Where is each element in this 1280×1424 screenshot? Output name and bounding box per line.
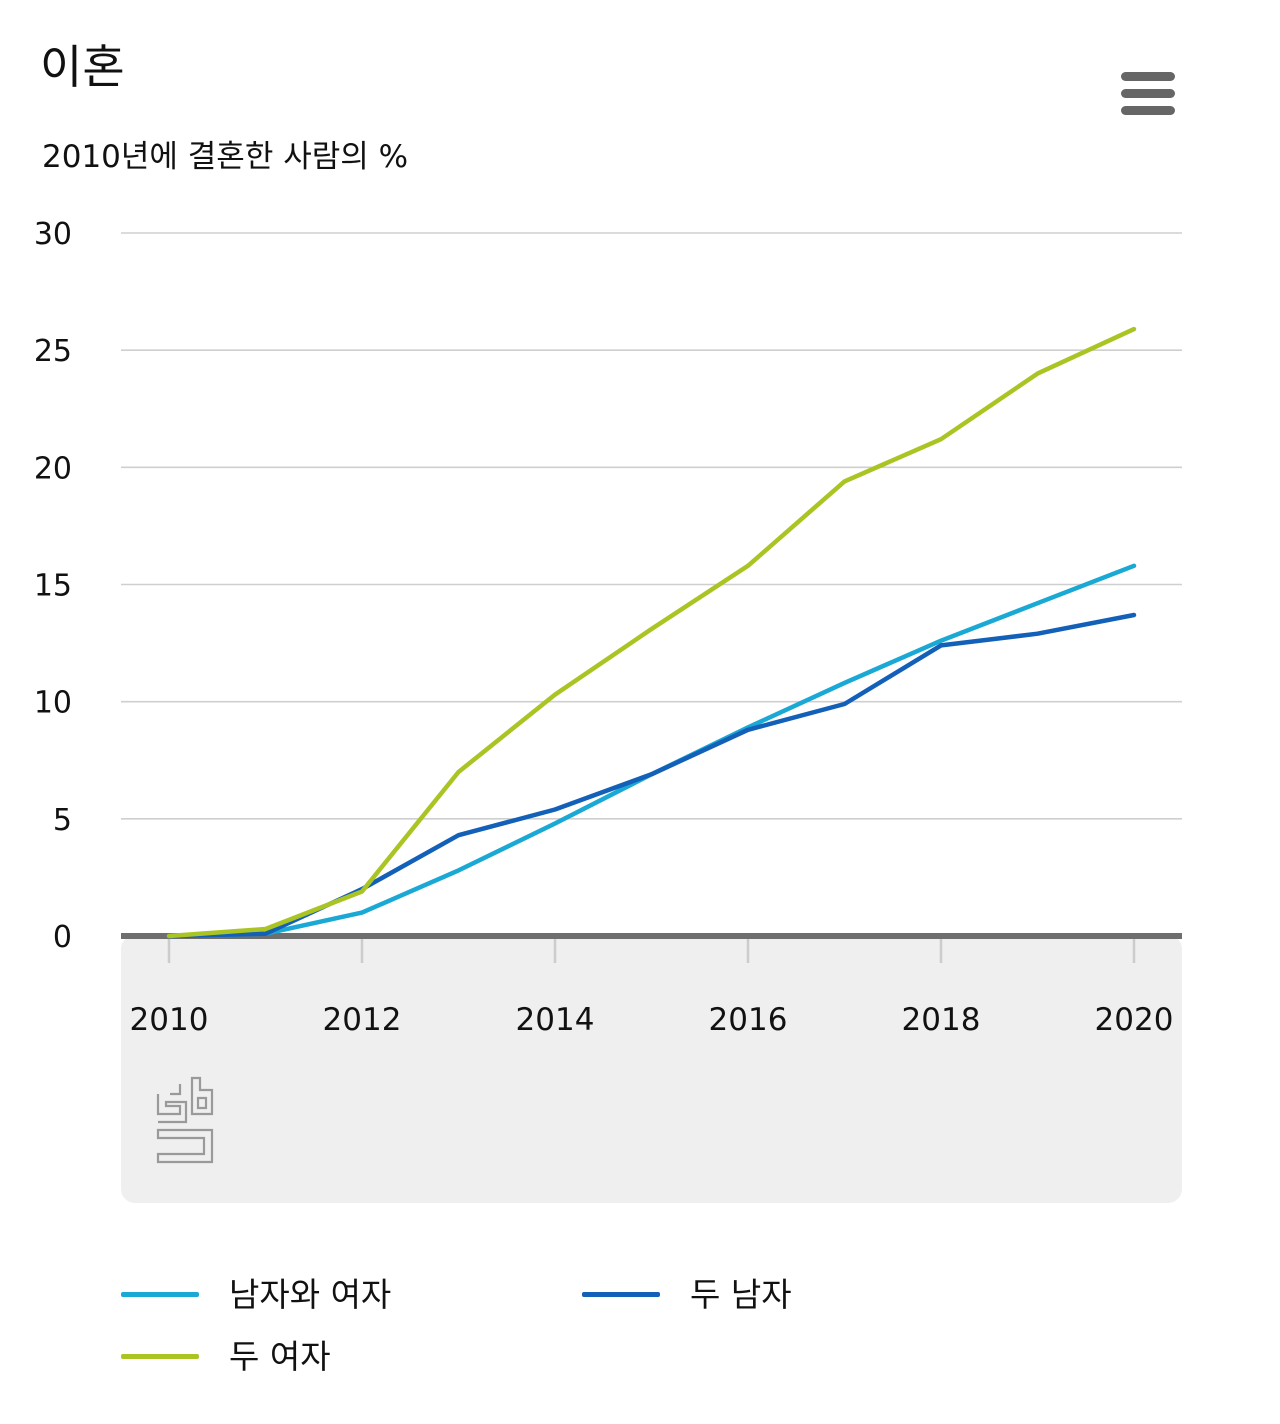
legend-label: 두 남자 [690,1274,792,1314]
y-tick-label: 0 [53,920,72,955]
legend-swatch [121,1353,199,1359]
series-line-0[interactable] [166,563,1137,939]
x-tick-label: 2010 [130,1002,209,1038]
x-tick-label: 2014 [516,1002,595,1038]
legend-label: 두 여자 [229,1336,331,1376]
chart-title: 이혼 [40,40,125,94]
y-tick-label: 30 [34,217,72,252]
chart-subtitle: 2010년에 결혼한 사람의 % [42,139,409,175]
x-tick-label: 2012 [323,1002,402,1038]
x-axis: 2010 2012 2014 2016 2018 2020 [121,933,1182,1038]
legend-item-2[interactable]: 두 여자 [121,1336,331,1376]
y-tick-label: 25 [34,334,72,369]
y-axis-labels: 0 5 10 15 20 25 30 [34,217,72,955]
series-lines [166,326,1137,939]
y-tick-label: 5 [53,803,72,838]
legend-label: 남자와 여자 [229,1274,392,1314]
y-tick-label: 10 [34,686,72,721]
hamburger-menu-icon[interactable] [1116,70,1180,120]
legend-swatch [121,1291,199,1297]
x-tick-label: 2020 [1095,1002,1174,1038]
legend-item-1[interactable]: 두 남자 [582,1274,792,1314]
legend-item-0[interactable]: 남자와 여자 [121,1274,391,1314]
legend-swatch [582,1291,660,1297]
x-tick-label: 2018 [902,1002,981,1038]
grid-lines [121,232,1182,820]
x-tick-label: 2016 [709,1002,788,1038]
y-tick-label: 20 [34,451,72,486]
y-tick-label: 15 [34,569,72,604]
cbs-logo-icon [156,1076,214,1164]
series-line-1[interactable] [166,612,1137,939]
series-line-2[interactable] [166,326,1137,939]
x-axis-panel [121,935,1182,1203]
